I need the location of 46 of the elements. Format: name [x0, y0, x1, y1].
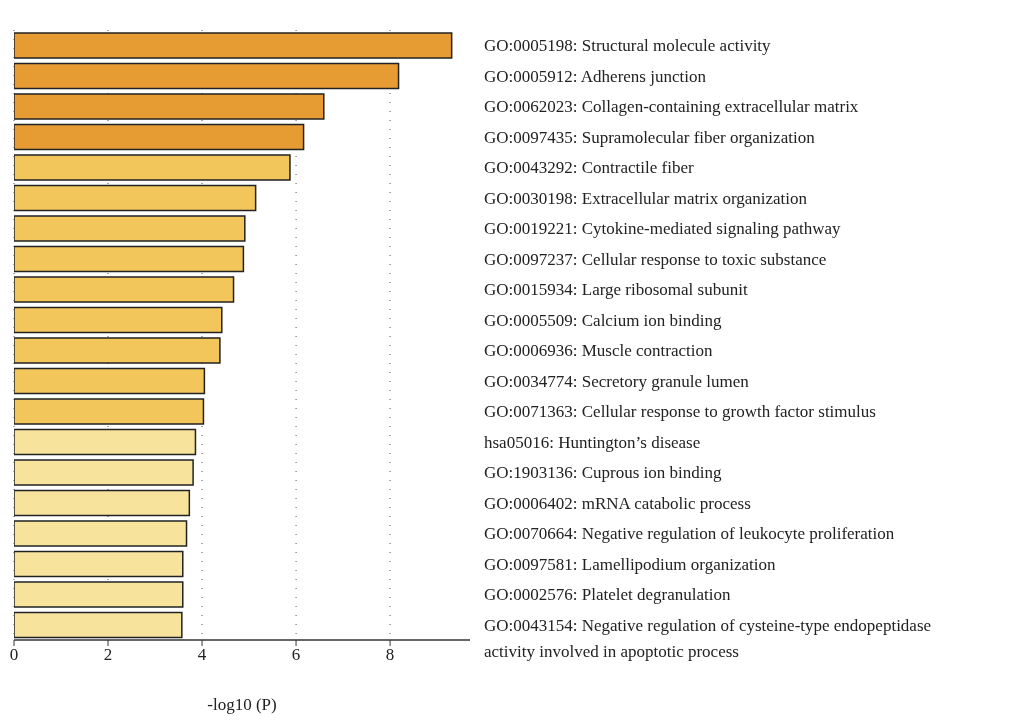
- y-tick-label: GO:0015934: Large ribosomal subunit: [484, 280, 748, 300]
- y-tick-label: GO:0002576: Platelet degranulation: [484, 585, 731, 605]
- y-tick-label: GO:0043292: Contractile fiber: [484, 158, 694, 178]
- y-tick-label: GO:0062023: Collagen-containing extracellular matrix: [484, 97, 859, 117]
- bar: [14, 154, 291, 181]
- y-tick-label: GO:0097237: Cellular response to toxic substance: [484, 249, 827, 269]
- x-tick-label: 4: [197, 645, 207, 665]
- bar: [14, 428, 197, 456]
- x-tick-label: 6: [291, 645, 301, 665]
- bar: [14, 611, 183, 639]
- x-tick-label: 2: [103, 645, 113, 665]
- bar: [14, 93, 325, 120]
- y-tick-label: GO:0030198: Extracellular matrix organization: [484, 188, 808, 208]
- bar: [14, 581, 184, 608]
- bar: [14, 276, 235, 303]
- y-tick-label: hsa05016: Huntington’s disease: [484, 432, 701, 452]
- bar: [14, 32, 453, 59]
- bar: [14, 123, 305, 151]
- y-tick-label: GO:0006936: Muscle contraction: [484, 341, 714, 361]
- bar: [14, 245, 245, 273]
- bar: [14, 550, 184, 578]
- bar: [14, 459, 194, 486]
- x-tick-label: 8: [385, 645, 395, 665]
- y-tick-label: GO:0097435: Supramolecular fiber organization: [484, 127, 816, 147]
- y-tick-label: GO:0097581: Lamellipodium organization: [484, 554, 776, 574]
- y-tick-label: GO:0071363: Cellular response to growth factor stimulus: [484, 402, 876, 422]
- bar: [14, 306, 223, 334]
- bar: [14, 184, 257, 212]
- bar: [14, 215, 246, 242]
- y-tick-label: GO:0070664: Negative regulation of leukocyte proliferation: [484, 524, 895, 544]
- bar: [14, 337, 221, 364]
- y-tick-label: GO:0043154: Negative regulation of cysteine-type endopeptidase activity involved in apoptotic process: [484, 615, 932, 662]
- bar: [14, 398, 205, 425]
- y-tick-label: GO:0006402: mRNA catabolic process: [484, 493, 751, 513]
- y-tick-label: GO:0005509: Calcium ion binding: [484, 310, 723, 330]
- y-tick-label: GO:0005912: Adherens junction: [484, 66, 707, 86]
- y-tick-label: GO:0034774: Secretory granule lumen: [484, 371, 750, 391]
- y-tick-label: GO:1903136: Cuprous ion binding: [484, 463, 723, 483]
- bar: [14, 367, 206, 395]
- x-axis-title: -log10 (P): [207, 695, 277, 714]
- y-tick-label: GO:0019221: Cytokine-mediated signaling pathway: [484, 219, 841, 239]
- x-tick-label: 0: [9, 645, 19, 665]
- bar: [14, 62, 400, 90]
- y-tick-label: GO:0005198: Structural molecule activity: [484, 36, 772, 56]
- bar: [14, 520, 188, 547]
- bar: [14, 489, 191, 517]
